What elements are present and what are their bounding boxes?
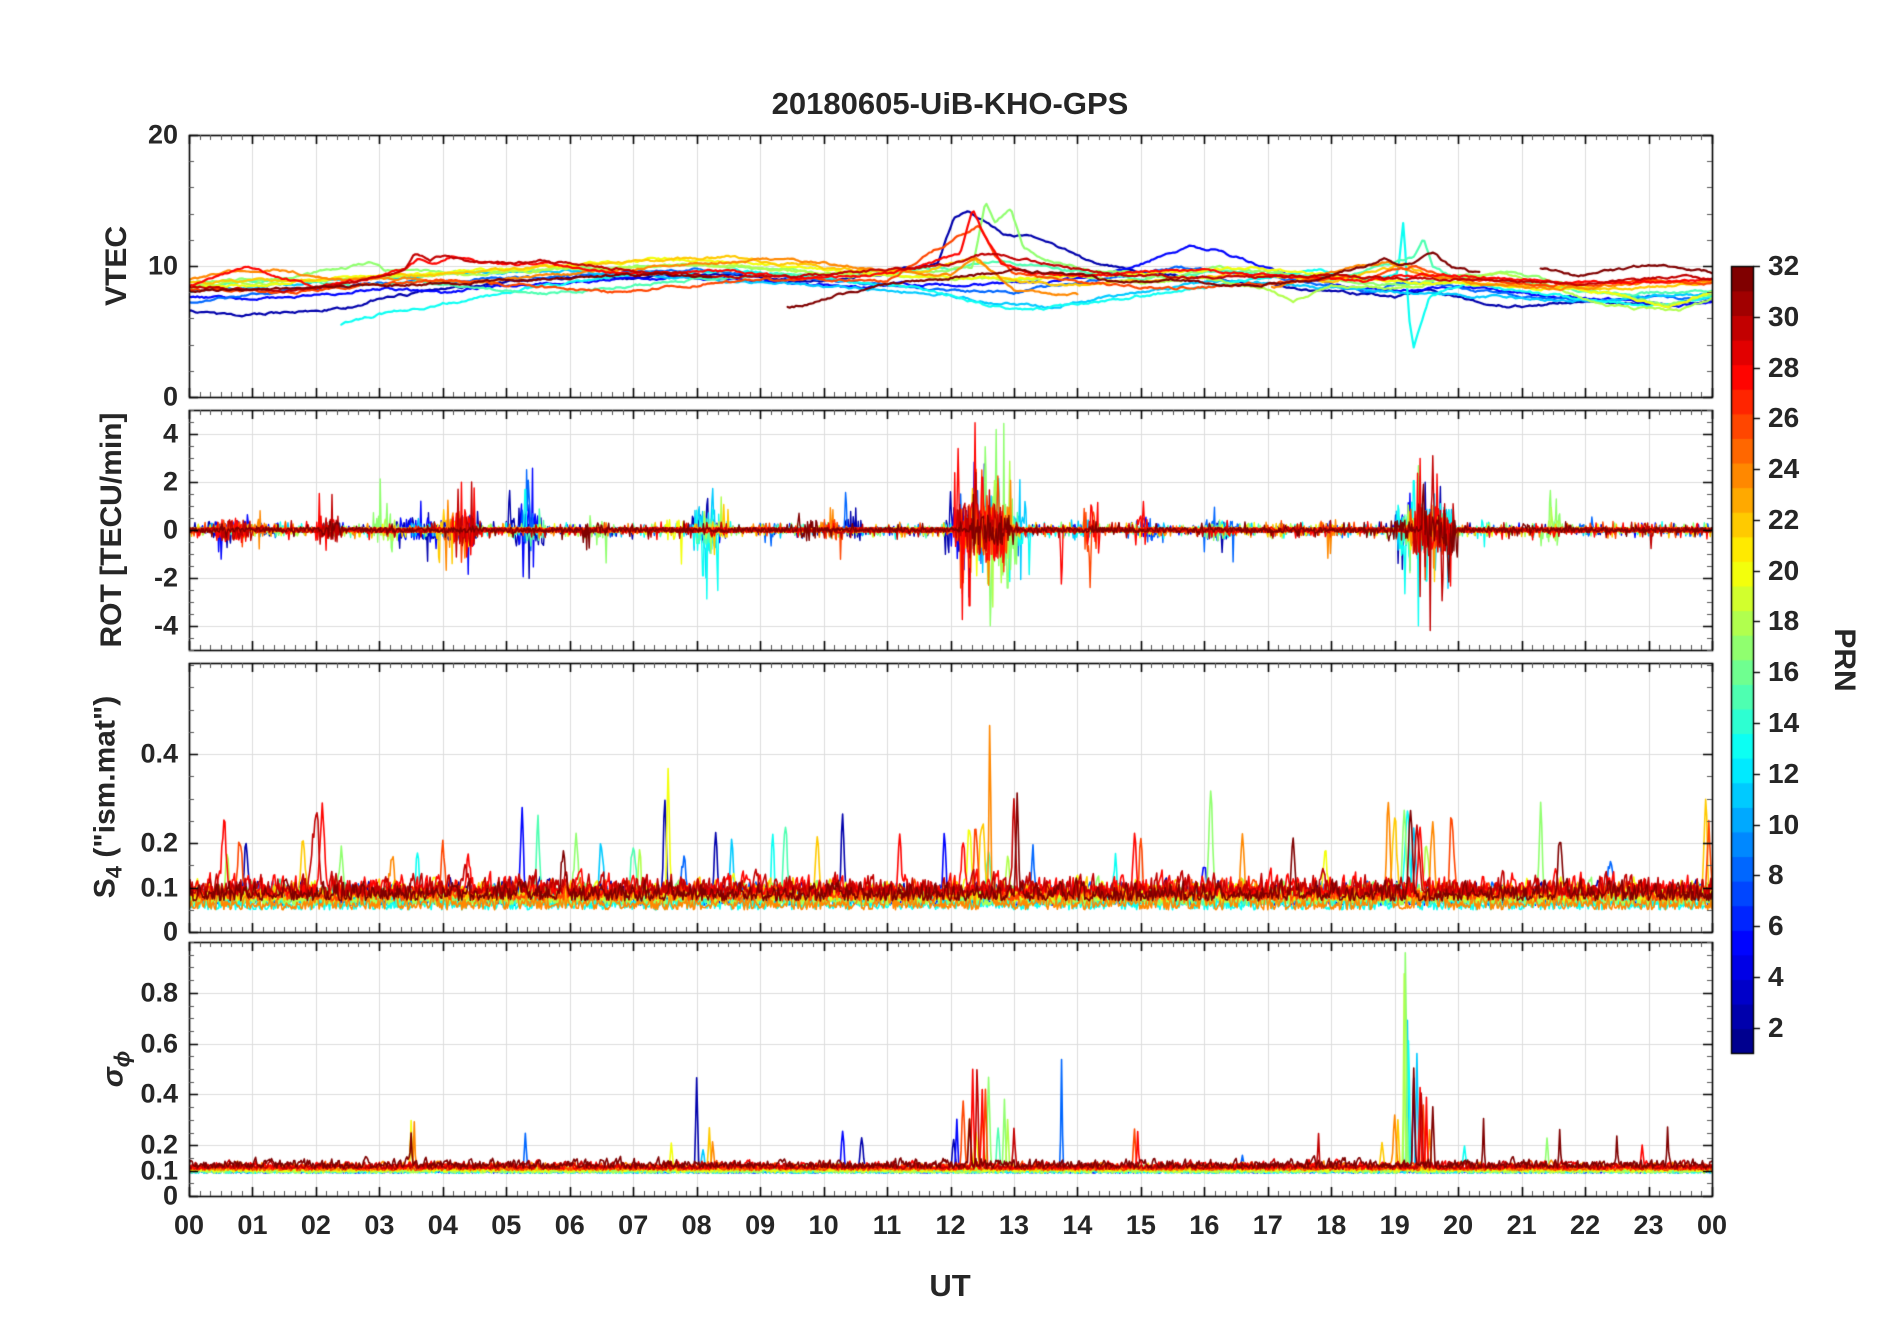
x-tick-label: 18: [1316, 1210, 1347, 1240]
y-tick-label: 0.2: [140, 1129, 178, 1160]
colorbar-tick-label: 24: [1768, 453, 1800, 485]
x-tick-label: 23: [1633, 1210, 1664, 1240]
x-tick-label: 13: [998, 1210, 1029, 1240]
y-tick-label: 2: [162, 466, 178, 497]
y-tick-label: 0.1: [140, 872, 178, 903]
y-tick-label: 0.4: [140, 738, 178, 769]
colorbar-tick-label: 2: [1768, 1011, 1784, 1043]
x-tick-label: 17: [1252, 1210, 1283, 1240]
colorbar-tick-label: 32: [1768, 250, 1800, 281]
y-tick-label: 0.8: [140, 977, 178, 1008]
x-tick-label: 14: [1062, 1210, 1093, 1240]
y-tick-label: 0.2: [140, 827, 178, 858]
y-tick-label: 0: [162, 1180, 178, 1211]
colorbar-tick-label: 30: [1768, 300, 1800, 332]
x-tick-label: 19: [1379, 1210, 1410, 1240]
colorbar-tick-label: 6: [1768, 910, 1784, 942]
x-tick-label: 22: [1570, 1210, 1601, 1240]
colorbar-tick-label: 18: [1768, 605, 1800, 637]
x-tick-label: 03: [364, 1210, 395, 1240]
colorbar-tick-label: 20: [1768, 554, 1800, 586]
x-tick-label: 02: [300, 1210, 331, 1240]
y-tick-label: -2: [153, 562, 178, 593]
x-tick-label: 09: [745, 1210, 776, 1240]
x-tick-label: 21: [1506, 1210, 1537, 1240]
y-tick-label: -4: [153, 610, 178, 641]
y-tick-label: 0.4: [140, 1078, 178, 1109]
y-tick-label: 4: [162, 418, 178, 449]
colorbar-tick-label: 16: [1768, 656, 1800, 688]
x-tick-label: 00: [173, 1210, 205, 1240]
x-tick-label: 08: [681, 1210, 712, 1240]
x-tick-label: 00: [1696, 1210, 1728, 1240]
x-tick-label: 15: [1125, 1210, 1156, 1240]
x-tick-label: 06: [554, 1210, 585, 1240]
y-tick-label: 0.1: [140, 1155, 178, 1186]
x-tick-label: 12: [935, 1210, 966, 1240]
colorbar-tick-label: 8: [1768, 859, 1784, 891]
y-tick-label: 0: [162, 916, 178, 947]
colorbar-tick-label: 14: [1768, 706, 1800, 738]
y-tick-label: 0.6: [140, 1028, 178, 1059]
colorbar-tick-label: 28: [1768, 351, 1800, 383]
x-tick-label: 01: [237, 1210, 268, 1240]
colorbar-tick-label: 22: [1768, 503, 1800, 535]
chart-title: 20180605-UiB-KHO-GPS: [771, 86, 1129, 121]
y-tick-label: 0: [162, 381, 178, 412]
y-tick-label: 10: [147, 250, 178, 281]
x-tick-label: 05: [491, 1210, 522, 1240]
x-tick-label: 10: [808, 1210, 839, 1240]
y-tick-label: 0: [162, 514, 178, 545]
colorbar-tick-label: 4: [1768, 960, 1784, 992]
colorbar-tick-label: 12: [1768, 757, 1800, 789]
x-tick-label: 11: [872, 1210, 902, 1240]
colorbar-tick-label: 26: [1768, 402, 1800, 434]
x-tick-label: 04: [427, 1210, 458, 1240]
y-tick-label: 20: [147, 119, 178, 150]
colorbar-tick-label: 10: [1768, 808, 1800, 840]
x-tick-label: 07: [618, 1210, 649, 1240]
x-tick-label: 20: [1443, 1210, 1474, 1240]
x-axis-label: UT: [929, 1268, 971, 1303]
colorbar-label: PRN: [1828, 628, 1861, 692]
x-tick-label: 16: [1189, 1210, 1220, 1240]
